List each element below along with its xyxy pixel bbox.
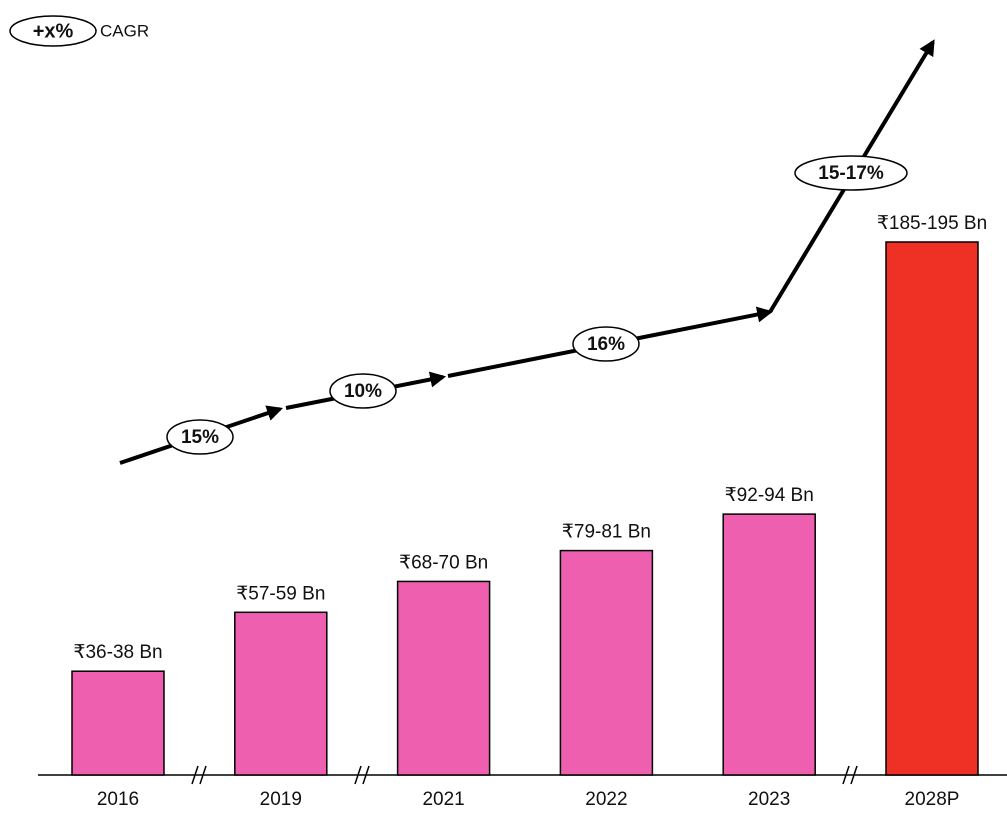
x-tick-label: 2019 — [260, 789, 302, 810]
cagr-label: 15-17% — [818, 163, 884, 184]
value-label: ₹79-81 Bn — [562, 522, 651, 543]
cagr-arrows — [119, 39, 935, 465]
bar — [71, 670, 165, 776]
x-tick-label: 2023 — [748, 789, 790, 810]
cagr-bubble — [794, 155, 908, 191]
cagr-label: 15% — [181, 427, 219, 448]
bar — [396, 580, 491, 776]
cagr-bubble — [329, 373, 397, 409]
legend-label: CAGR — [100, 21, 149, 40]
value-label: ₹36-38 Bn — [73, 642, 162, 663]
value-label: ₹92-94 Bn — [725, 485, 814, 506]
bar — [885, 241, 979, 776]
value-label: ₹185-195 Bn — [877, 213, 987, 234]
x-tick-label: 2016 — [97, 789, 139, 810]
cagr-label: 10% — [344, 381, 382, 402]
cagr-bubble — [166, 419, 234, 455]
cagr-label: 16% — [587, 334, 625, 355]
bar — [234, 611, 328, 776]
x-tick-label: 2022 — [585, 789, 627, 810]
axis-breaks — [191, 765, 858, 785]
legend-symbol-shape — [9, 15, 97, 47]
value-label: ₹57-59 Bn — [236, 583, 325, 604]
value-label: ₹68-70 Bn — [399, 552, 488, 573]
x-tick-label: 2021 — [422, 789, 464, 810]
bar — [722, 513, 816, 776]
x-tick-label: 2028P — [905, 789, 960, 810]
bar — [559, 549, 654, 776]
legend-symbol: +x% — [33, 20, 74, 42]
cagr-bubble — [572, 326, 640, 362]
